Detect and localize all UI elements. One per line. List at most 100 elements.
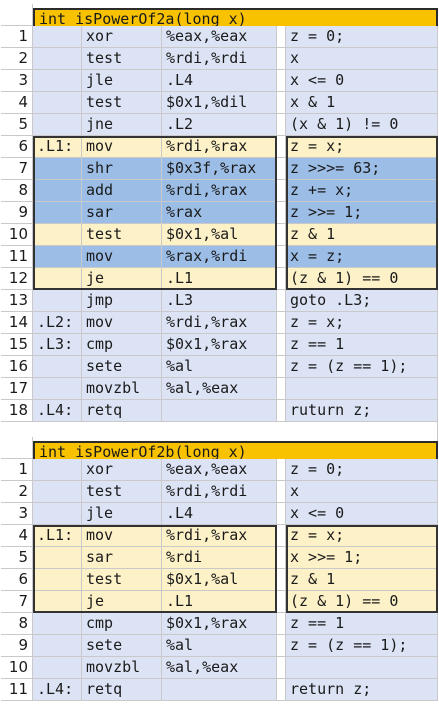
opcode-cell[interactable]: test bbox=[82, 569, 162, 591]
operands-cell[interactable]: %rdi,%rdi bbox=[162, 481, 277, 503]
asm-label-cell[interactable]: .L4: bbox=[33, 679, 82, 701]
gap-cell[interactable] bbox=[277, 136, 286, 158]
row-number[interactable]: 7 bbox=[1, 591, 33, 613]
opcode-cell[interactable]: sete bbox=[82, 356, 162, 378]
comment-cell[interactable]: x bbox=[286, 481, 438, 503]
operands-cell[interactable]: %eax,%eax bbox=[162, 459, 277, 481]
asm-label-cell[interactable] bbox=[33, 70, 82, 92]
opcode-cell[interactable]: shr bbox=[82, 158, 162, 180]
gap-cell[interactable] bbox=[277, 635, 286, 657]
row-number[interactable]: 13 bbox=[1, 290, 33, 312]
opcode-cell[interactable]: test bbox=[82, 224, 162, 246]
operands-cell[interactable]: %rax,%rdi bbox=[162, 246, 277, 268]
opcode-cell[interactable]: retq bbox=[82, 400, 162, 422]
operands-cell[interactable]: $0x1,%al bbox=[162, 569, 277, 591]
gap-cell[interactable] bbox=[277, 202, 286, 224]
gap-cell[interactable] bbox=[277, 525, 286, 547]
comment-cell[interactable]: x >>= 1; bbox=[286, 547, 438, 569]
asm-label-cell[interactable] bbox=[33, 180, 82, 202]
row-number[interactable]: 11 bbox=[1, 246, 33, 268]
comment-cell[interactable]: (z & 1) == 0 bbox=[286, 591, 438, 613]
asm-label-cell[interactable]: .L1: bbox=[33, 525, 82, 547]
gap-cell[interactable] bbox=[277, 334, 286, 356]
row-number[interactable]: 12 bbox=[1, 268, 33, 290]
gap-cell[interactable] bbox=[277, 92, 286, 114]
operands-cell[interactable] bbox=[162, 679, 277, 701]
opcode-cell[interactable]: cmp bbox=[82, 613, 162, 635]
gap-cell[interactable] bbox=[277, 26, 286, 48]
opcode-cell[interactable]: je bbox=[82, 268, 162, 290]
asm-label-cell[interactable] bbox=[33, 657, 82, 679]
row-number[interactable]: 17 bbox=[1, 378, 33, 400]
gap-cell[interactable] bbox=[277, 246, 286, 268]
comment-cell[interactable]: z = 0; bbox=[286, 26, 438, 48]
operands-cell[interactable]: .L2 bbox=[162, 114, 277, 136]
gap-cell[interactable] bbox=[277, 158, 286, 180]
asm-label-cell[interactable] bbox=[33, 547, 82, 569]
comment-cell[interactable]: z = (z == 1); bbox=[286, 635, 438, 657]
opcode-cell[interactable]: jmp bbox=[82, 290, 162, 312]
asm-label-cell[interactable] bbox=[33, 569, 82, 591]
opcode-cell[interactable]: test bbox=[82, 481, 162, 503]
row-number[interactable]: 16 bbox=[1, 356, 33, 378]
operands-cell[interactable]: %eax,%eax bbox=[162, 26, 277, 48]
asm-label-cell[interactable] bbox=[33, 503, 82, 525]
row-number[interactable]: 8 bbox=[1, 180, 33, 202]
row-header-cell[interactable] bbox=[1, 4, 33, 26]
operands-cell[interactable]: .L4 bbox=[162, 503, 277, 525]
row-number[interactable]: 3 bbox=[1, 70, 33, 92]
comment-cell[interactable]: z >>= 1; bbox=[286, 202, 438, 224]
asm-label-cell[interactable] bbox=[33, 246, 82, 268]
operands-cell[interactable]: %al,%eax bbox=[162, 378, 277, 400]
operands-cell[interactable]: $0x3f,%rax bbox=[162, 158, 277, 180]
operands-cell[interactable]: %rax bbox=[162, 202, 277, 224]
comment-cell[interactable]: z == 1 bbox=[286, 334, 438, 356]
opcode-cell[interactable]: xor bbox=[82, 459, 162, 481]
gap-cell[interactable] bbox=[277, 378, 286, 400]
gap-cell[interactable] bbox=[277, 114, 286, 136]
comment-cell[interactable]: z = (z == 1); bbox=[286, 356, 438, 378]
asm-label-cell[interactable] bbox=[33, 48, 82, 70]
opcode-cell[interactable]: retq bbox=[82, 679, 162, 701]
row-number[interactable]: 7 bbox=[1, 158, 33, 180]
comment-cell[interactable]: return z; bbox=[286, 679, 438, 701]
asm-label-cell[interactable] bbox=[33, 202, 82, 224]
row-number[interactable]: 2 bbox=[1, 481, 33, 503]
asm-label-cell[interactable] bbox=[33, 158, 82, 180]
asm-label-cell[interactable] bbox=[33, 356, 82, 378]
row-number[interactable]: 18 bbox=[1, 400, 33, 422]
gap-cell[interactable] bbox=[277, 224, 286, 246]
opcode-cell[interactable]: jne bbox=[82, 114, 162, 136]
row-number[interactable]: 9 bbox=[1, 202, 33, 224]
row-number[interactable]: 2 bbox=[1, 48, 33, 70]
asm-label-cell[interactable] bbox=[33, 114, 82, 136]
row-number[interactable]: 10 bbox=[1, 657, 33, 679]
operands-cell[interactable]: $0x1,%rax bbox=[162, 613, 277, 635]
asm-label-cell[interactable]: .L1: bbox=[33, 136, 82, 158]
operands-cell[interactable]: %rdi,%rax bbox=[162, 136, 277, 158]
gap-cell[interactable] bbox=[277, 481, 286, 503]
gap-cell[interactable] bbox=[277, 547, 286, 569]
gap-cell[interactable] bbox=[277, 70, 286, 92]
row-number[interactable]: 4 bbox=[1, 92, 33, 114]
comment-cell[interactable]: x <= 0 bbox=[286, 503, 438, 525]
row-number[interactable]: 5 bbox=[1, 547, 33, 569]
gap-cell[interactable] bbox=[277, 657, 286, 679]
asm-label-cell[interactable] bbox=[33, 378, 82, 400]
opcode-cell[interactable]: sar bbox=[82, 202, 162, 224]
row-number[interactable]: 6 bbox=[1, 569, 33, 591]
opcode-cell[interactable]: je bbox=[82, 591, 162, 613]
row-number[interactable]: 5 bbox=[1, 114, 33, 136]
row-header-cell[interactable] bbox=[1, 437, 33, 459]
row-number[interactable]: 6 bbox=[1, 136, 33, 158]
opcode-cell[interactable]: sete bbox=[82, 635, 162, 657]
comment-cell[interactable] bbox=[286, 657, 438, 679]
opcode-cell[interactable]: mov bbox=[82, 136, 162, 158]
operands-cell[interactable]: $0x1,%dil bbox=[162, 92, 277, 114]
gap-cell[interactable] bbox=[277, 268, 286, 290]
opcode-cell[interactable]: sar bbox=[82, 547, 162, 569]
operands-cell[interactable]: .L4 bbox=[162, 70, 277, 92]
operands-cell[interactable]: .L1 bbox=[162, 591, 277, 613]
comment-cell[interactable]: z & 1 bbox=[286, 224, 438, 246]
comment-cell[interactable]: x bbox=[286, 48, 438, 70]
